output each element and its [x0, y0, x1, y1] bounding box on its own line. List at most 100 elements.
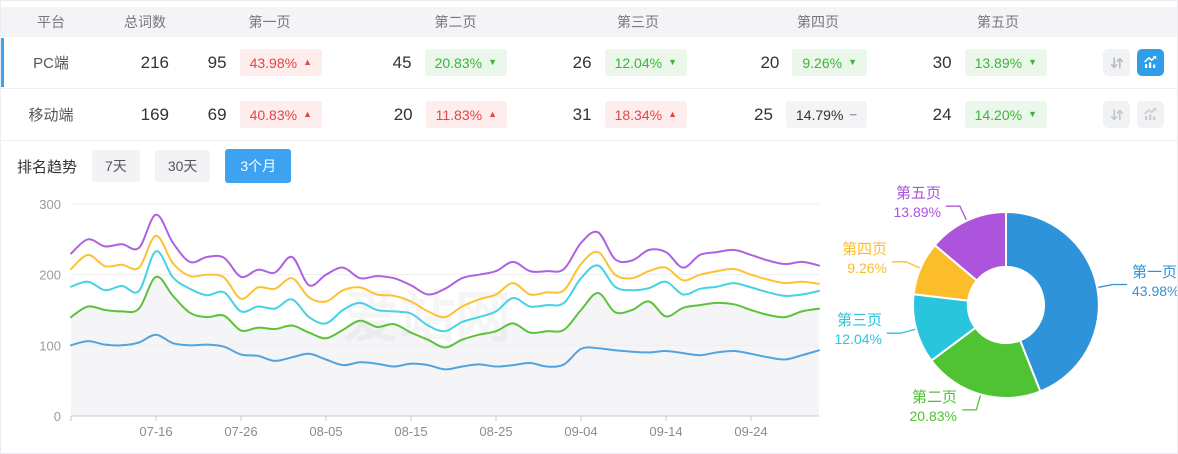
pct-value: 14.79% [795, 106, 844, 123]
donut-leader-line [1098, 283, 1128, 288]
x-axis-label: 09-04 [564, 424, 597, 439]
down-arrow-icon: ▼ [488, 57, 497, 67]
donut-leader-line [891, 261, 920, 269]
table-row-pc: PC端 216 95 43.98% ▲ 45 20.83% ▼ 26 12.04% ▼ 20… [1, 37, 1177, 89]
donut-label-pct: 20.83% [909, 408, 957, 424]
trend-line-第二页 [70, 275, 820, 349]
col-page-1: 第一页 [248, 14, 291, 30]
down-arrow-icon: ▼ [1028, 57, 1037, 67]
page-cell: 95 43.98% ▲ [189, 49, 376, 76]
page-cell: 24 14.20% ▼ [921, 101, 1101, 128]
donut-leader-line [962, 395, 982, 411]
tab-3months[interactable]: 3个月 [225, 149, 292, 183]
trend-chart-button[interactable] [1137, 101, 1164, 128]
donut-label-第三页: 第三页 12.04% [835, 311, 882, 349]
total-words: 216 [140, 52, 169, 72]
pct-value: 43.98% [249, 54, 298, 71]
up-arrow-icon: ▲ [488, 109, 497, 119]
donut-label-pct: 12.04% [834, 331, 882, 347]
trend-chart-button[interactable] [1137, 49, 1164, 76]
donut-label-name: 第五页 [895, 185, 941, 202]
donut-label-name: 第一页 [1132, 264, 1178, 281]
compare-sort-button[interactable] [1103, 101, 1130, 128]
pct-value: 12.04% [614, 54, 663, 71]
donut-label-第四页: 第四页 9.26% [842, 240, 887, 278]
page-count: 20 [393, 104, 413, 124]
down-arrow-icon: ▼ [668, 57, 677, 67]
donut-label-name: 第四页 [841, 241, 887, 258]
page-count: 95 [207, 52, 227, 72]
page-count: 30 [932, 52, 952, 72]
page-count: 26 [572, 52, 592, 72]
pct-value: 11.83% [435, 106, 483, 123]
page-count: 25 [754, 104, 773, 124]
tab-7days[interactable]: 7天 [92, 150, 140, 182]
trend-line-第四页 [70, 234, 820, 319]
platform-label: PC端 [33, 55, 69, 72]
trend-controls: 排名趋势 7天 30天 3个月 [17, 149, 292, 183]
pct-value: 40.83% [249, 106, 298, 123]
donut-leader-line [886, 328, 916, 334]
pct-value: 13.89% [974, 54, 1023, 71]
x-axis-label: 09-24 [734, 424, 767, 439]
page-cell: 69 40.83% ▲ [189, 101, 376, 128]
sort-arrows-icon [1110, 56, 1123, 69]
col-page-3: 第三页 [617, 14, 659, 30]
trend-line-第一页 [70, 333, 820, 371]
trend-line-第五页 [70, 213, 820, 296]
sort-arrows-icon [1110, 108, 1123, 121]
pct-badge: 9.26% ▼ [792, 49, 867, 76]
down-arrow-icon: ▼ [1028, 109, 1037, 119]
col-page-4: 第四页 [797, 14, 839, 30]
pct-value: 18.34% [614, 106, 663, 123]
pct-badge: 18.34% ▲ [604, 101, 687, 128]
donut-slice-第五页[interactable] [933, 210, 1007, 282]
x-axis-label: 07-16 [139, 424, 172, 439]
compare-sort-button[interactable] [1103, 49, 1130, 76]
donut-label-pct: 9.26% [847, 260, 887, 276]
page-share-donut-chart: 第一页 43.98% 第二页 20.83% 第三页 12.04% 第四页 9.26% 第五页 13… [835, 173, 1178, 454]
pct-value: 20.83% [434, 54, 483, 71]
donut-label-第一页: 第一页 43.98% [1132, 263, 1178, 301]
pct-badge: 14.79% − [785, 101, 867, 128]
page-count: 20 [760, 52, 780, 72]
total-words: 169 [140, 104, 169, 124]
trend-chart-icon [1144, 107, 1157, 120]
col-page-2: 第二页 [434, 14, 477, 30]
up-arrow-icon: ▲ [303, 57, 312, 67]
y-axis-label: 200 [39, 268, 61, 283]
col-platform: 平台 [37, 14, 65, 30]
page-count: 31 [572, 104, 592, 124]
down-arrow-icon: ▼ [848, 57, 857, 67]
trend-title: 排名趋势 [17, 158, 78, 176]
x-axis-label: 08-25 [479, 424, 512, 439]
pct-badge: 40.83% ▲ [239, 101, 322, 128]
pct-badge: 13.89% ▼ [964, 49, 1047, 76]
pct-badge: 43.98% ▲ [239, 49, 322, 76]
page-cell: 31 18.34% ▲ [561, 101, 741, 128]
donut-label-第二页: 第二页 20.83% [910, 388, 957, 426]
area-fill [71, 276, 819, 416]
x-axis-label: 07-26 [224, 424, 257, 439]
donut-svg[interactable] [838, 173, 1178, 454]
donut-slice-第一页[interactable] [1005, 210, 1100, 393]
page-cell: 30 13.89% ▼ [921, 49, 1101, 76]
donut-leader-line [945, 205, 967, 221]
pct-value: 9.26% [802, 54, 843, 71]
trend-line-第三页 [70, 250, 820, 333]
x-axis-label: 09-14 [649, 424, 682, 439]
up-arrow-icon: ▲ [303, 109, 312, 119]
pct-badge: 20.83% ▼ [424, 49, 507, 76]
pct-value: 14.20% [974, 106, 1023, 123]
page-count: 24 [932, 104, 952, 124]
donut-label-pct: 13.89% [893, 204, 941, 220]
tab-30days[interactable]: 30天 [154, 150, 211, 182]
donut-label-name: 第三页 [836, 312, 882, 329]
page-cell: 20 11.83% ▲ [376, 101, 561, 128]
donut-slice-第二页[interactable] [929, 326, 1042, 399]
platform-label: 移动端 [28, 107, 74, 124]
table-row-mobile: 移动端 169 69 40.83% ▲ 20 11.83% ▲ 31 18.34% ▲ 25… [1, 89, 1177, 141]
pct-badge: 12.04% ▼ [604, 49, 687, 76]
